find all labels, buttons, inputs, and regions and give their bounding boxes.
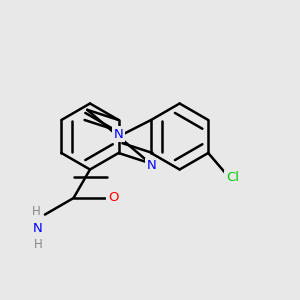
Text: H: H [34, 238, 43, 251]
Text: N: N [114, 128, 124, 141]
Text: N: N [147, 159, 156, 172]
Text: Cl: Cl [226, 171, 239, 184]
Text: H: H [32, 205, 41, 218]
Text: N: N [32, 222, 42, 235]
Text: O: O [108, 191, 119, 204]
